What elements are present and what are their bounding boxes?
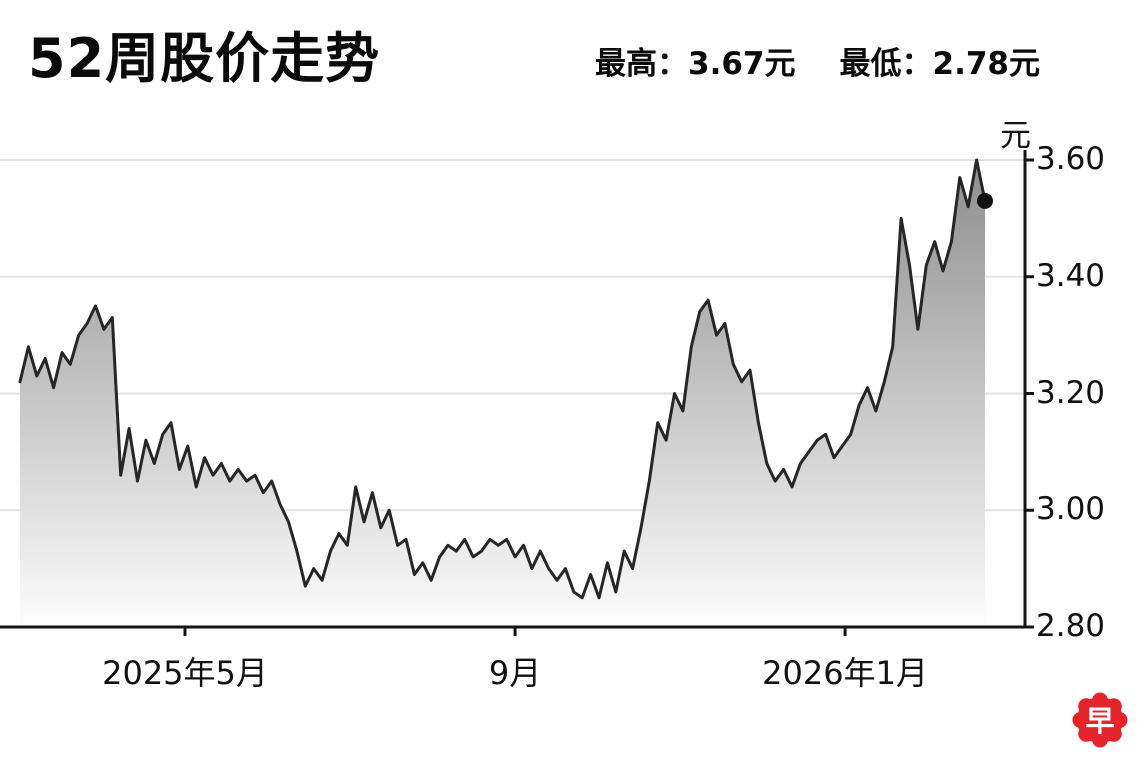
y-axis-label-2.80: 2.80 — [1036, 608, 1106, 644]
stat-high: 最高：3.67元 — [595, 46, 796, 82]
x-axis-label-2: 2026年1月 — [762, 654, 928, 692]
logo-blossom-icon — [1072, 692, 1128, 748]
y-axis-label-3.40: 3.40 — [1036, 257, 1106, 294]
stats-row: 最高：3.67元 最低：2.78元 — [595, 38, 1040, 83]
y-axis-label-3.20: 3.20 — [1036, 374, 1106, 411]
x-axis-label-1: 9月 — [488, 654, 542, 692]
last-price-dot — [977, 192, 993, 209]
y-axis-label-3.60: 3.60 — [1036, 141, 1106, 177]
publisher-logo: 早 — [1072, 692, 1128, 748]
y-axis-label-3.00: 3.00 — [1036, 491, 1106, 528]
page-title: 52周股价走势 — [28, 27, 381, 90]
x-axis-label-0: 2025年5月 — [102, 654, 268, 692]
price-area-fill — [20, 160, 985, 627]
logo-glyph: 早 — [1085, 704, 1114, 738]
y-axis-unit-label: 元 — [1000, 118, 1031, 154]
stat-low: 最低：2.78元 — [839, 46, 1041, 82]
price-line — [18, 158, 987, 600]
